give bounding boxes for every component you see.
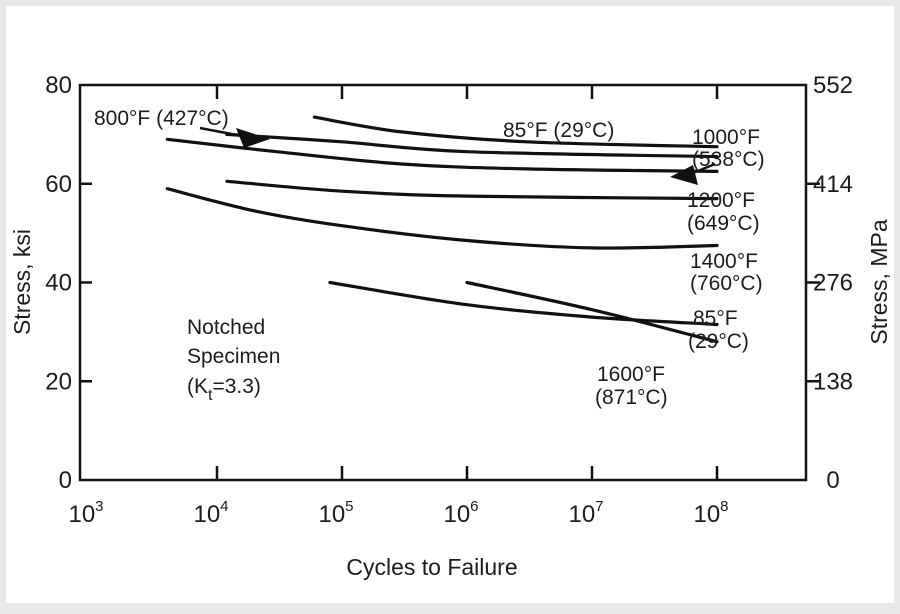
y-axis-right-label: Stress, MPa — [866, 219, 892, 344]
x-tick-label: 105 — [318, 498, 353, 528]
series-line-4 — [165, 187, 719, 250]
y-tick-label: 20 — [45, 368, 72, 395]
arrow-800f-head — [236, 128, 270, 148]
label-760c: (760°C) — [690, 272, 763, 295]
y2-tick-label: 414 — [813, 171, 853, 198]
y2-tick-label: 552 — [813, 72, 853, 99]
series-line-6 — [465, 280, 719, 344]
label-800f: 800°F (427°C) — [94, 107, 229, 130]
label-85f-top: 85°F (29°C) — [503, 119, 614, 142]
label-1000f: 1000°F — [692, 126, 760, 149]
y2-tick-label: 138 — [813, 368, 853, 395]
y-axis-left: 0 20 40 60 80 — [45, 72, 92, 494]
y2-tick-label: 276 — [813, 270, 853, 297]
note-kt-pre: (K — [187, 375, 208, 398]
x-tick-label: 107 — [568, 498, 603, 528]
y-axis-right: 0 138 276 414 552 — [806, 72, 853, 494]
label-85f-bottom: 85°F — [693, 307, 738, 330]
label-649c: (649°C) — [687, 212, 760, 235]
x-tick-label: 108 — [693, 498, 728, 528]
note-notched: Notched — [187, 316, 265, 339]
y-tick-label: 40 — [45, 270, 72, 297]
series-line-1 — [225, 132, 719, 159]
y-tick-label: 80 — [45, 72, 72, 99]
label-871c: (871°C) — [595, 386, 668, 409]
chart-background — [6, 6, 894, 603]
note-kt-sub: t — [208, 387, 213, 404]
x-tick-label: 104 — [193, 498, 228, 528]
series-line-0 — [312, 115, 719, 149]
y-tick-label: 60 — [45, 171, 72, 198]
label-29c-bottom: (29°C) — [688, 330, 749, 353]
series-line-2 — [165, 137, 719, 173]
note-specimen: Specimen — [187, 345, 280, 368]
y2-tick-label: 0 — [826, 467, 839, 494]
label-538c: (538°C) — [692, 148, 765, 171]
note-kt: (Kt=3.3) — [187, 375, 261, 404]
x-axis: 103 104 105 106 107 108 — [68, 85, 729, 528]
y-tick-label: 0 — [59, 467, 72, 494]
note-kt-post: =3.3) — [212, 375, 260, 398]
label-1200f: 1200°F — [687, 189, 755, 212]
x-axis-label: Cycles to Failure — [346, 554, 517, 580]
arrow-800f-shaft — [199, 126, 243, 138]
label-1600f: 1600°F — [597, 363, 665, 386]
arrow-1000f-head — [670, 165, 698, 185]
series-line-5 — [328, 280, 719, 327]
series-line-3 — [225, 179, 719, 201]
x-tick-label: 103 — [68, 498, 103, 528]
x-tick-label: 106 — [443, 498, 478, 528]
label-1400f: 1400°F — [690, 250, 758, 273]
series-group — [165, 115, 719, 344]
y-axis-left-label: Stress, ksi — [9, 229, 35, 335]
